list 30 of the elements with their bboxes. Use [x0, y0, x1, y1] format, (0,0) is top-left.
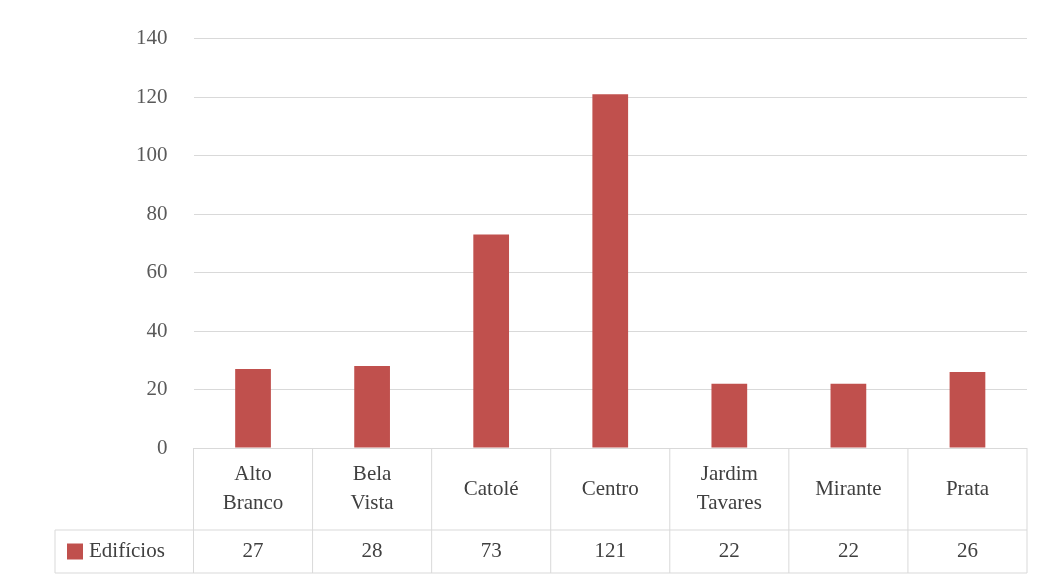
bar [354, 366, 390, 448]
x-tick-label: Jardim Tavares [696, 461, 762, 515]
bar [711, 383, 748, 448]
x-tick-label: Mirante [815, 475, 882, 500]
legend-label: Edifícios [89, 538, 165, 563]
x-tick-label: Bela Vista [350, 461, 395, 515]
bar [830, 383, 867, 448]
data-label: 27 [242, 538, 264, 563]
bar [235, 369, 271, 448]
y-tick-label: 140 [136, 25, 168, 50]
data-label: 26 [956, 538, 978, 563]
y-tick-label: 80 [146, 200, 168, 225]
x-tick-label: Catolé [463, 475, 519, 500]
bar [949, 371, 986, 448]
bar [473, 234, 510, 448]
bar [592, 94, 629, 448]
x-tick-label: Prata [945, 475, 990, 500]
y-tick-label: 40 [146, 317, 168, 342]
y-tick-label: 0 [157, 434, 168, 459]
x-tick-label: Centro [581, 475, 639, 500]
data-label: 28 [361, 538, 383, 563]
y-tick-label: 60 [146, 259, 168, 284]
x-tick-label: Alto Branco [222, 461, 284, 515]
data-label: 22 [837, 538, 859, 563]
data-label: 121 [594, 538, 626, 563]
y-tick-label: 20 [146, 376, 168, 401]
data-label: 73 [480, 538, 502, 563]
y-tick-label: 100 [136, 142, 168, 167]
y-tick-label: 120 [136, 83, 168, 108]
data-label: 22 [718, 538, 740, 563]
